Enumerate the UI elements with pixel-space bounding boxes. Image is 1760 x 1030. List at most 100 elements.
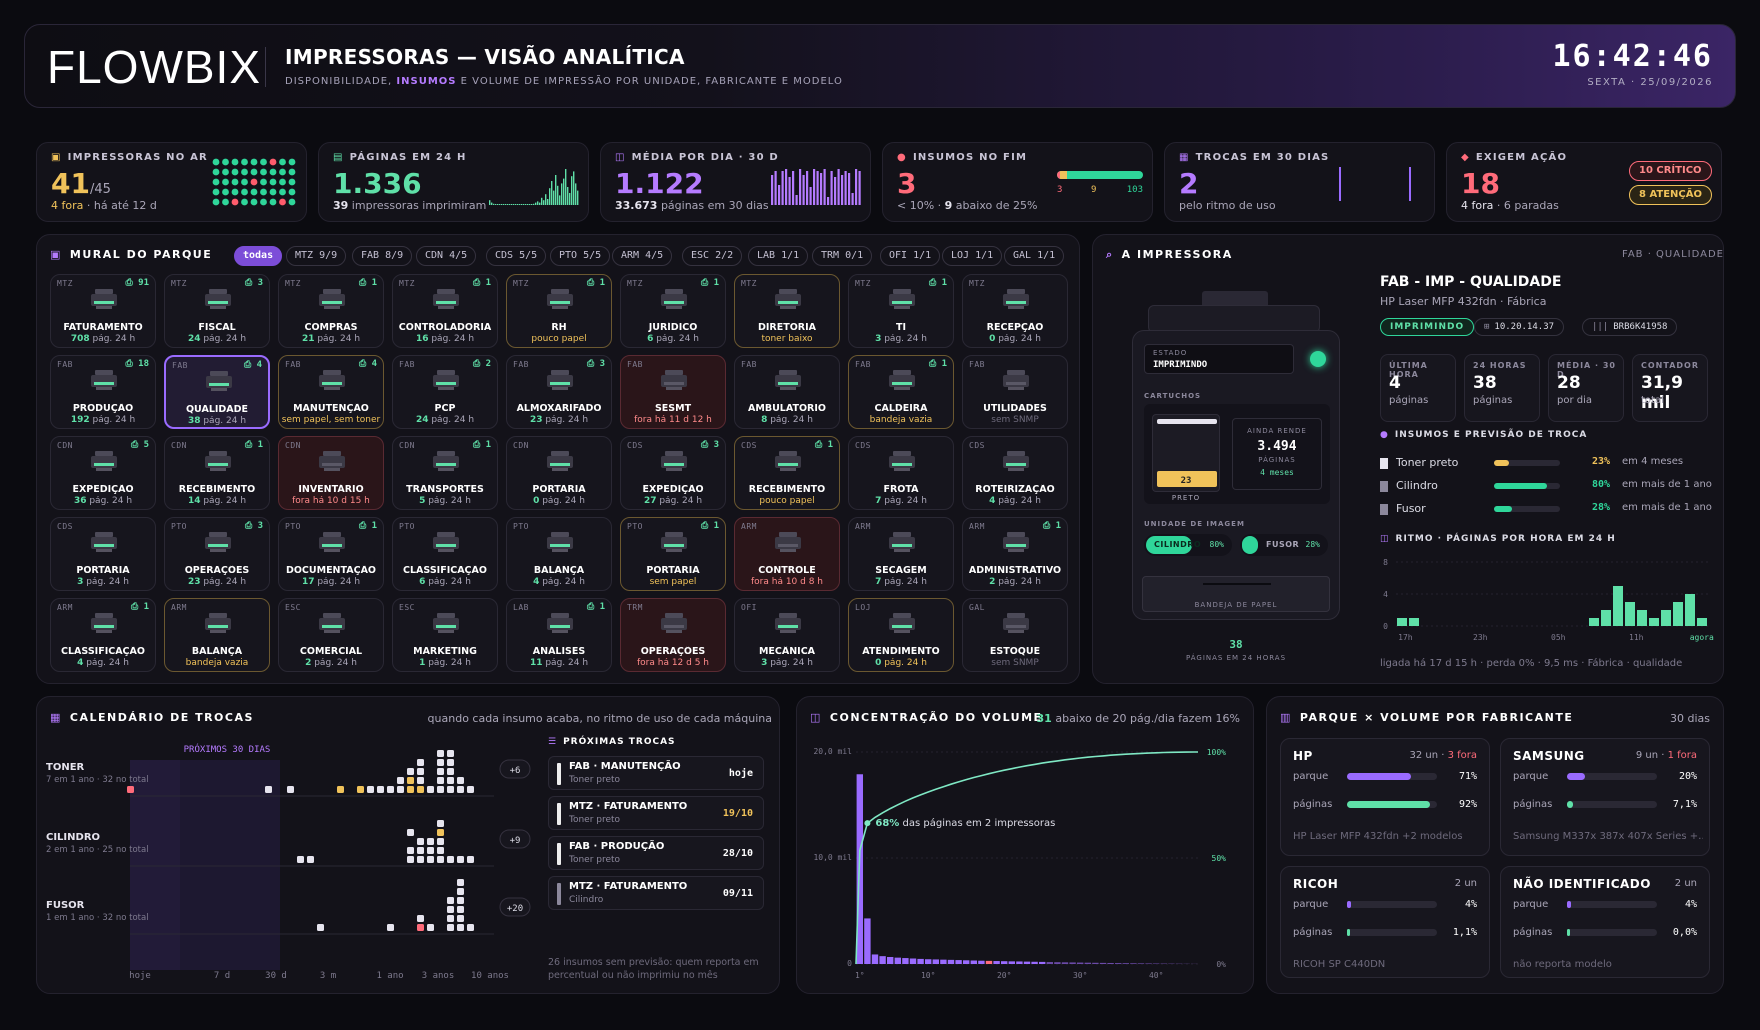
printer-cell[interactable]: CDS ROTEIRIZAÇÃO 4 pág. 24 h — [962, 436, 1068, 510]
printer-cell[interactable]: LAB ⎙ 1 ANÁLISES 11 pág. 24 h — [506, 598, 612, 672]
fusor-gauge[interactable]: FUSOR 28% — [1240, 534, 1328, 556]
black-cartridge[interactable]: 23 — [1152, 414, 1220, 492]
printer-cell[interactable]: FAB ⎙ 4 MANUTENÇÃO sem papel, sem toner — [278, 355, 384, 429]
kpi-paginas-24h[interactable]: ▤ PÁGINAS EM 24 H 1.336 39 impressoras im… — [318, 142, 589, 222]
next-troca-item[interactable]: MTZ · FATURAMENTO Toner preto 19/10 — [548, 796, 764, 830]
sector-name: COMPRAS — [304, 322, 358, 333]
printer-cell[interactable]: MTZ ⎙ 1 COMPRAS 21 pág. 24 h — [278, 274, 384, 348]
manufacturer-card[interactable]: RICOH 2 un parque 4% páginas 1,1% RICOH … — [1280, 866, 1490, 978]
printer-cell[interactable]: ARM ⎙ 1 ADMINISTRATIVO 2 pág. 24 h — [962, 517, 1068, 591]
printer-cell[interactable]: FAB ⎙ 1 CALDEIRA bandeja vazia — [848, 355, 954, 429]
troca-marker — [1339, 167, 1341, 201]
troca-dot — [297, 856, 304, 863]
printer-cell[interactable]: CDN ⎙ 1 RECEBIMENTO 14 pág. 24 h — [164, 436, 270, 510]
printer-cell[interactable]: ARM CONTROLE fora há 10 d 8 h — [734, 517, 840, 591]
troca-dot — [397, 786, 404, 793]
paper-tray[interactable]: BANDEJA DE PAPEL — [1142, 576, 1330, 612]
next-troca-item[interactable]: FAB · PRODUÇÃO Toner preto 28/10 — [548, 836, 764, 870]
printer-cell[interactable]: CDS FROTA 7 pág. 24 h — [848, 436, 954, 510]
supply-row[interactable]: Toner preto — [1380, 456, 1458, 469]
filter-tag[interactable]: ARM 4/5 — [612, 246, 673, 266]
printer-cell[interactable]: MTZ ⎙ 3 FISCAL 24 pág. 24 h — [164, 274, 270, 348]
printer-cell[interactable]: GAL ESTOQUE sem SNMP — [962, 598, 1068, 672]
printer-cell[interactable]: PTO CLASSIFICAÇÃO 6 pág. 24 h — [392, 517, 498, 591]
printer-cell[interactable]: LOJ ATENDIMENTO 0 pág. 24 h — [848, 598, 954, 672]
printer-cell[interactable]: FAB ⎙ 2 PCP 24 pág. 24 h — [392, 355, 498, 429]
kpi-exigem-acao[interactable]: ◆ EXIGEM AÇÃO 18 4 fora · 6 paradas 10 CR… — [1446, 142, 1722, 222]
sparkline-bar — [567, 187, 569, 205]
printer-cell[interactable]: FAB UTILIDADES sem SNMP — [962, 355, 1068, 429]
printer-cell[interactable]: CDN INVENTÁRIO fora há 10 d 15 h — [278, 436, 384, 510]
printer-cell[interactable]: PTO ⎙ 3 OPERAÇÕES 23 pág. 24 h — [164, 517, 270, 591]
filter-tag[interactable]: FAB 8/9 — [352, 246, 413, 266]
availability-dot — [279, 188, 286, 196]
filter-tag[interactable]: ESC 2/2 — [682, 246, 743, 266]
paginas-bar — [1347, 929, 1437, 936]
printer-cell[interactable]: FAB ⎙ 18 PRODUÇÃO 192 pág. 24 h — [50, 355, 156, 429]
next-troca-item[interactable]: MTZ · FATURAMENTO Cilindro 09/11 — [548, 876, 764, 910]
filter-tag[interactable]: CDN 4/5 — [416, 246, 477, 266]
atencao-badge[interactable]: 8 ATENÇÃO — [1629, 185, 1713, 205]
printer-cell[interactable]: MTZ ⎙ 1 JURÍDICO 6 pág. 24 h — [620, 274, 726, 348]
printer-cell[interactable]: CDN PORTARIA 0 pág. 24 h — [506, 436, 612, 510]
printer-cell[interactable]: PTO ⎙ 1 DOCUMENTAÇÃO 17 pág. 24 h — [278, 517, 384, 591]
printer-cell[interactable]: MTZ ⎙ 1 TI 3 pág. 24 h — [848, 274, 954, 348]
pages-24h-label: PÁGINAS EM 24 HORAS — [1185, 654, 1287, 662]
printer-cell[interactable]: CDN ⎙ 5 EXPEDIÇÃO 36 pág. 24 h — [50, 436, 156, 510]
printer-cell[interactable]: MTZ RECEPÇÃO 0 pág. 24 h — [962, 274, 1068, 348]
critico-badge[interactable]: 10 CRÍTICO — [1629, 161, 1712, 181]
printer-cell[interactable]: CDS ⎙ 1 RECEBIMENTO pouco papel — [734, 436, 840, 510]
queue-count: ⎙ 1 — [358, 521, 377, 531]
filter-tag[interactable]: todas — [234, 246, 283, 266]
printer-cell[interactable]: PTO ⎙ 1 PORTARIA sem papel — [620, 517, 726, 591]
printer-cell[interactable]: FAB AMBULATÓRIO 8 pág. 24 h — [734, 355, 840, 429]
printer-cell[interactable]: CDS ⎙ 3 EXPEDIÇÃO 27 pág. 24 h — [620, 436, 726, 510]
x-tick: 05h — [1551, 633, 1566, 642]
manufacturer-card[interactable]: HP 32 un · 3 fora parque 71% páginas 92%… — [1280, 738, 1490, 856]
filter-tag[interactable]: LOJ 1/1 — [942, 246, 1003, 266]
sector-name: PORTARIA — [646, 565, 700, 576]
printer-cell[interactable]: MTZ ⎙ 91 FATURAMENTO 708 pág. 24 h — [50, 274, 156, 348]
filter-tag[interactable]: CDS 5/5 — [486, 246, 547, 266]
printer-cell[interactable]: ESC MARKETING 1 pág. 24 h — [392, 598, 498, 672]
printer-cell[interactable]: FAB SESMT fora há 11 d 12 h — [620, 355, 726, 429]
manufacturer-card[interactable]: SAMSUNG 9 un · 1 fora parque 20% páginas… — [1500, 738, 1710, 856]
kpi-trocas-30-dias[interactable]: ▦ TROCAS EM 30 DIAS 2 pelo ritmo de uso — [1164, 142, 1435, 222]
printer-cell[interactable]: ESC COMERCIAL 2 pág. 24 h — [278, 598, 384, 672]
printer-cell[interactable]: MTZ DIRETORIA toner baixo — [734, 274, 840, 348]
kpi-insumos-no-fim[interactable]: ● INSUMOS NO FIM 3 < 10% · 9 abaixo de 25… — [882, 142, 1153, 222]
printer-cell[interactable]: TRM OPERAÇÕES fora há 12 d 5 h — [620, 598, 726, 672]
printer-status: 11 pág. 24 h — [529, 658, 589, 668]
filter-tag[interactable]: GAL 1/1 — [1004, 246, 1065, 266]
filter-tag[interactable]: TRM 0/1 — [812, 246, 873, 266]
troca-dot — [437, 777, 444, 784]
supply-row[interactable]: Fusor — [1380, 502, 1426, 515]
filter-tag[interactable]: LAB 1/1 — [748, 246, 809, 266]
kpi-media-30d[interactable]: ◫ MÉDIA POR DIA · 30 D 1.122 33.673 págin… — [600, 142, 871, 222]
filter-tag[interactable]: OFI 1/1 — [880, 246, 941, 266]
printer-cell[interactable]: OFI MECÂNICA 3 pág. 24 h — [734, 598, 840, 672]
printer-icon — [433, 289, 459, 309]
troca-dot — [265, 786, 272, 793]
printer-cell[interactable]: ARM BALANÇA bandeja vazia — [164, 598, 270, 672]
printer-cell[interactable]: CDN ⎙ 1 TRANSPORTES 5 pág. 24 h — [392, 436, 498, 510]
troca-dot — [427, 856, 434, 863]
printer-cell[interactable]: MTZ ⎙ 1 CONTROLADORIA 16 pág. 24 h — [392, 274, 498, 348]
volume-bar — [917, 958, 924, 964]
filter-tag[interactable]: MTZ 9/9 — [286, 246, 347, 266]
printer-cell[interactable]: CDS PORTARIA 3 pág. 24 h — [50, 517, 156, 591]
next-troca-item[interactable]: FAB · MANUTENÇÃO Toner preto hoje — [548, 756, 764, 790]
unit-code: CDS — [855, 441, 871, 450]
printer-cell[interactable]: ARM ⎙ 1 CLASSIFICAÇÃO 4 pág. 24 h — [50, 598, 156, 672]
printer-cell[interactable]: FAB ⎙ 4 QUALIDADE 38 pág. 24 h — [164, 355, 270, 429]
cilindro-gauge[interactable]: CILINDRO 80% — [1144, 534, 1232, 556]
printer-cell[interactable]: ARM SECAGEM 7 pág. 24 h — [848, 517, 954, 591]
printer-cell[interactable]: FAB ⎙ 3 ALMOXARIFADO 23 pág. 24 h — [506, 355, 612, 429]
supply-row[interactable]: Cilindro — [1380, 479, 1438, 492]
volume-bar — [955, 960, 962, 964]
printer-cell[interactable]: MTZ ⎙ 1 RH pouco papel — [506, 274, 612, 348]
kpi-impressoras-no-ar[interactable]: ▣ IMPRESSORAS NO AR 41/45 4 fora · há até… — [36, 142, 307, 222]
printer-cell[interactable]: PTO BALANÇA 4 pág. 24 h — [506, 517, 612, 591]
filter-tag[interactable]: PTO 5/5 — [550, 246, 611, 266]
manufacturer-card[interactable]: NÃO IDENTIFICADO 2 un parque 4% páginas … — [1500, 866, 1710, 978]
